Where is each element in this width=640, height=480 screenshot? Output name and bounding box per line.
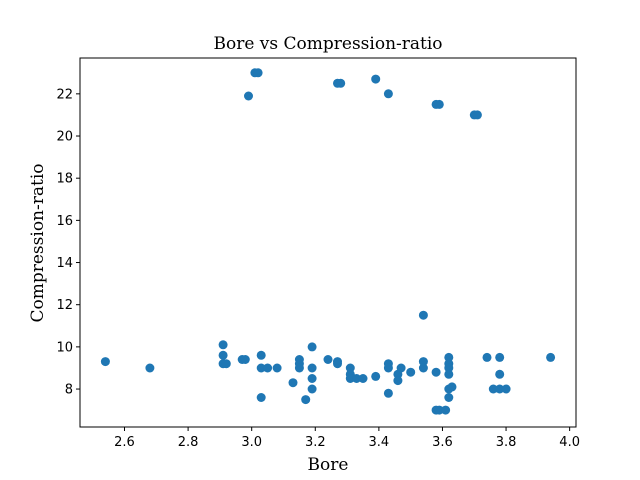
data-point [406,367,416,377]
data-point [444,369,454,379]
y-tick-label: 22 [56,87,73,102]
y-tick-label: 16 [56,214,73,229]
data-point [358,374,368,383]
y-tick-label: 10 [56,340,73,355]
x-tick-label: 3.0 [241,435,262,450]
data-point [418,310,428,320]
data-point [288,378,298,388]
data-point [244,91,253,101]
data-point [145,363,155,373]
data-point [441,405,451,415]
data-point [371,371,381,381]
data-point [307,363,317,373]
data-point [333,359,342,369]
data-point [301,395,311,405]
x-tick-label: 3.4 [369,435,390,450]
x-tick-label: 2.8 [178,435,199,450]
y-axis: 8 10 12 14 16 18 20 22 [56,87,80,398]
points-layer [100,68,556,415]
x-axis: 2.6 2.8 3.0 3.2 3.4 3.6 3.8 4.0 [114,427,580,450]
y-tick-label: 20 [56,130,73,145]
data-point [488,384,498,394]
data-point [444,393,454,402]
data-point [256,393,266,402]
data-point [482,352,492,362]
data-point [431,367,441,377]
data-point [272,363,282,373]
x-axis-label: Bore [308,455,349,475]
data-point [418,357,428,367]
data-point [256,350,266,360]
y-tick-label: 8 [65,383,73,398]
y-tick-label: 18 [56,172,73,187]
data-point [100,357,110,367]
y-tick-label: 12 [56,298,73,313]
data-point [345,374,355,383]
data-point [434,99,444,109]
y-tick-label: 14 [56,256,73,271]
data-point [307,342,317,352]
data-point [472,110,482,120]
data-point [218,350,228,360]
data-point [345,363,355,373]
plot-frame [79,57,577,428]
data-point [307,374,317,383]
y-axis-label: Compression-ratio [28,163,48,322]
x-tick-label: 2.6 [114,435,135,450]
data-point [294,363,304,373]
data-point [501,384,511,394]
data-point [263,363,273,373]
data-point [336,78,346,88]
data-point [447,382,457,392]
x-tick-label: 3.2 [305,435,326,450]
data-point [371,74,381,84]
data-point [383,388,393,398]
data-point [253,68,263,78]
data-point [546,352,556,362]
data-point [383,89,393,99]
data-point [495,384,505,394]
data-point [396,363,406,373]
data-point [323,355,333,364]
x-tick-label: 3.8 [496,435,517,450]
data-point [221,359,231,369]
chart-title: Bore vs Compression-ratio [213,34,442,54]
data-point [307,384,317,394]
data-point [218,340,228,350]
data-point [256,363,266,373]
data-point [352,374,362,383]
x-tick-label: 4.0 [559,435,580,450]
data-point [495,369,505,379]
x-tick-label: 3.6 [432,435,453,450]
data-point [240,355,250,364]
data-point [418,363,428,373]
data-point [444,352,454,362]
data-point [383,363,393,373]
data-point [434,405,444,415]
data-point [495,352,505,362]
data-point [393,376,403,386]
data-point [444,363,454,373]
